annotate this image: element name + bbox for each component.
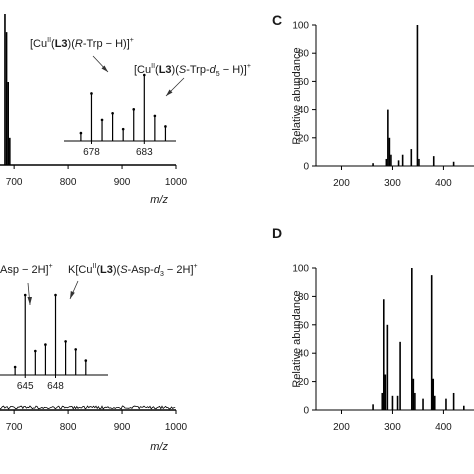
top-left-ion-label: [CuII(L3)(R-Trp − H)]+ [30, 37, 134, 50]
top-left-inset-peak-cap [90, 92, 93, 95]
top-left-xlabel: m/z [150, 194, 168, 206]
top-left-inset-peak-cap [132, 108, 136, 111]
panel-c-ylabel: Relative abundance [291, 47, 303, 144]
bottom-left-x-tick-label: 700 [6, 422, 23, 433]
bottom-left-inset-peak-cap [84, 359, 88, 362]
bottom-left-spectrum: 700 800 900 1000 m/z 645 648 Asp − 2H]+ K[Cu… [0, 263, 198, 453]
panel-c-x-tick-label: 300 [384, 178, 401, 189]
top-left-x-tick-label: 1000 [165, 177, 188, 188]
panel-d-y-tick-label: 100 [292, 264, 309, 275]
bottom-left-xlabel: m/z [150, 441, 168, 453]
top-left-x-tick-label: 700 [6, 177, 23, 188]
top-left-inset-tick-label: 683 [136, 147, 153, 158]
panel-c-x-tick-label: 200 [333, 178, 350, 189]
top-left-inset-peak-cap [153, 114, 157, 118]
panel-c-y-tick-label: 20 [298, 133, 310, 144]
top-left-inset-peak-cap [100, 118, 104, 122]
bottom-left-ion-label: Asp − 2H]+ [0, 263, 53, 276]
bottom-left-x-tick-label: 900 [114, 422, 131, 433]
bottom-left-x-tick-label: 1000 [165, 422, 188, 433]
panel-d-y-tick-label: 20 [298, 377, 310, 388]
panel-c-y-tick-label: 80 [298, 49, 310, 60]
top-left-x-tick-label: 800 [60, 177, 77, 188]
top-left-inset-tick-label: 678 [83, 147, 100, 158]
panel-d-x-tick-label: 300 [384, 422, 401, 433]
panel-c-y-tick-label: 0 [303, 162, 309, 173]
bottom-left-inset-tick-label: 648 [47, 381, 64, 392]
panel-d-y-tick-label: 60 [298, 320, 310, 331]
top-left-arrowhead [101, 65, 108, 72]
bottom-left-inset: 645 648 [0, 293, 108, 392]
panel-c-y-tick-label: 60 [298, 77, 310, 88]
panel-c-x-tick-label: 400 [435, 178, 452, 189]
bottom-left-inset-peak-cap [54, 293, 57, 297]
bottom-left-baseline-noise [0, 405, 176, 410]
panel-c: C 0 20 40 60 80 100 200 300 400 Relative abunda… [272, 12, 474, 189]
bottom-left-inset-peak-cap [64, 340, 67, 343]
panel-d-label: D [272, 225, 282, 241]
panel-d-y-tick-label: 80 [298, 292, 310, 303]
panel-d: D 0 20 40 60 80 100 200 300 400 Relative abunda… [272, 225, 474, 433]
panel-d-y-tick-label: 40 [298, 349, 310, 360]
panel-d-ylabel: Relative abundance [291, 290, 303, 387]
bottom-right-arrowhead [70, 291, 75, 299]
panel-d-x-tick-label: 400 [435, 422, 452, 433]
top-left-spectrum: 700 800 900 1000 m/z 678 683 [CuII(L3)(R-Trp… [0, 14, 251, 206]
top-left-inset-peak-cap [111, 111, 114, 115]
top-left-inset-peak-cap [79, 131, 83, 135]
bottom-right-ion-label: K[CuII(L3)(S-Asp-d3 − 2H]+ [68, 263, 198, 278]
panel-c-y-tick-label: 100 [292, 21, 309, 32]
top-right-arrowhead [166, 89, 173, 96]
bottom-left-inset-tick-label: 645 [17, 381, 34, 392]
top-right-ion-label: [CuII(L3)(S-Trp-d5 − H)]+ [134, 63, 251, 78]
bottom-left-x-tick-label: 800 [60, 422, 77, 433]
top-left-inset: 678 683 [64, 73, 176, 158]
panel-c-y-tick-label: 40 [298, 105, 310, 116]
top-left-inset-peak-cap [121, 127, 125, 131]
top-left-inset-peak-cap [164, 125, 167, 128]
bottom-left-inset-peak-cap [44, 343, 47, 346]
bottom-left-inset-peak-cap [13, 365, 17, 369]
bottom-left-inset-peak-cap [34, 349, 37, 353]
panel-c-label: C [272, 12, 282, 28]
bottom-left-inset-peak-cap [23, 293, 27, 297]
bottom-left-arrowhead [27, 297, 32, 305]
panel-d-y-tick-label: 0 [303, 406, 309, 417]
panel-d-x-tick-label: 200 [333, 422, 350, 433]
top-left-inset-peak-cap [143, 73, 146, 77]
top-left-x-tick-label: 900 [114, 177, 131, 188]
bottom-left-inset-peak-cap [74, 348, 78, 351]
